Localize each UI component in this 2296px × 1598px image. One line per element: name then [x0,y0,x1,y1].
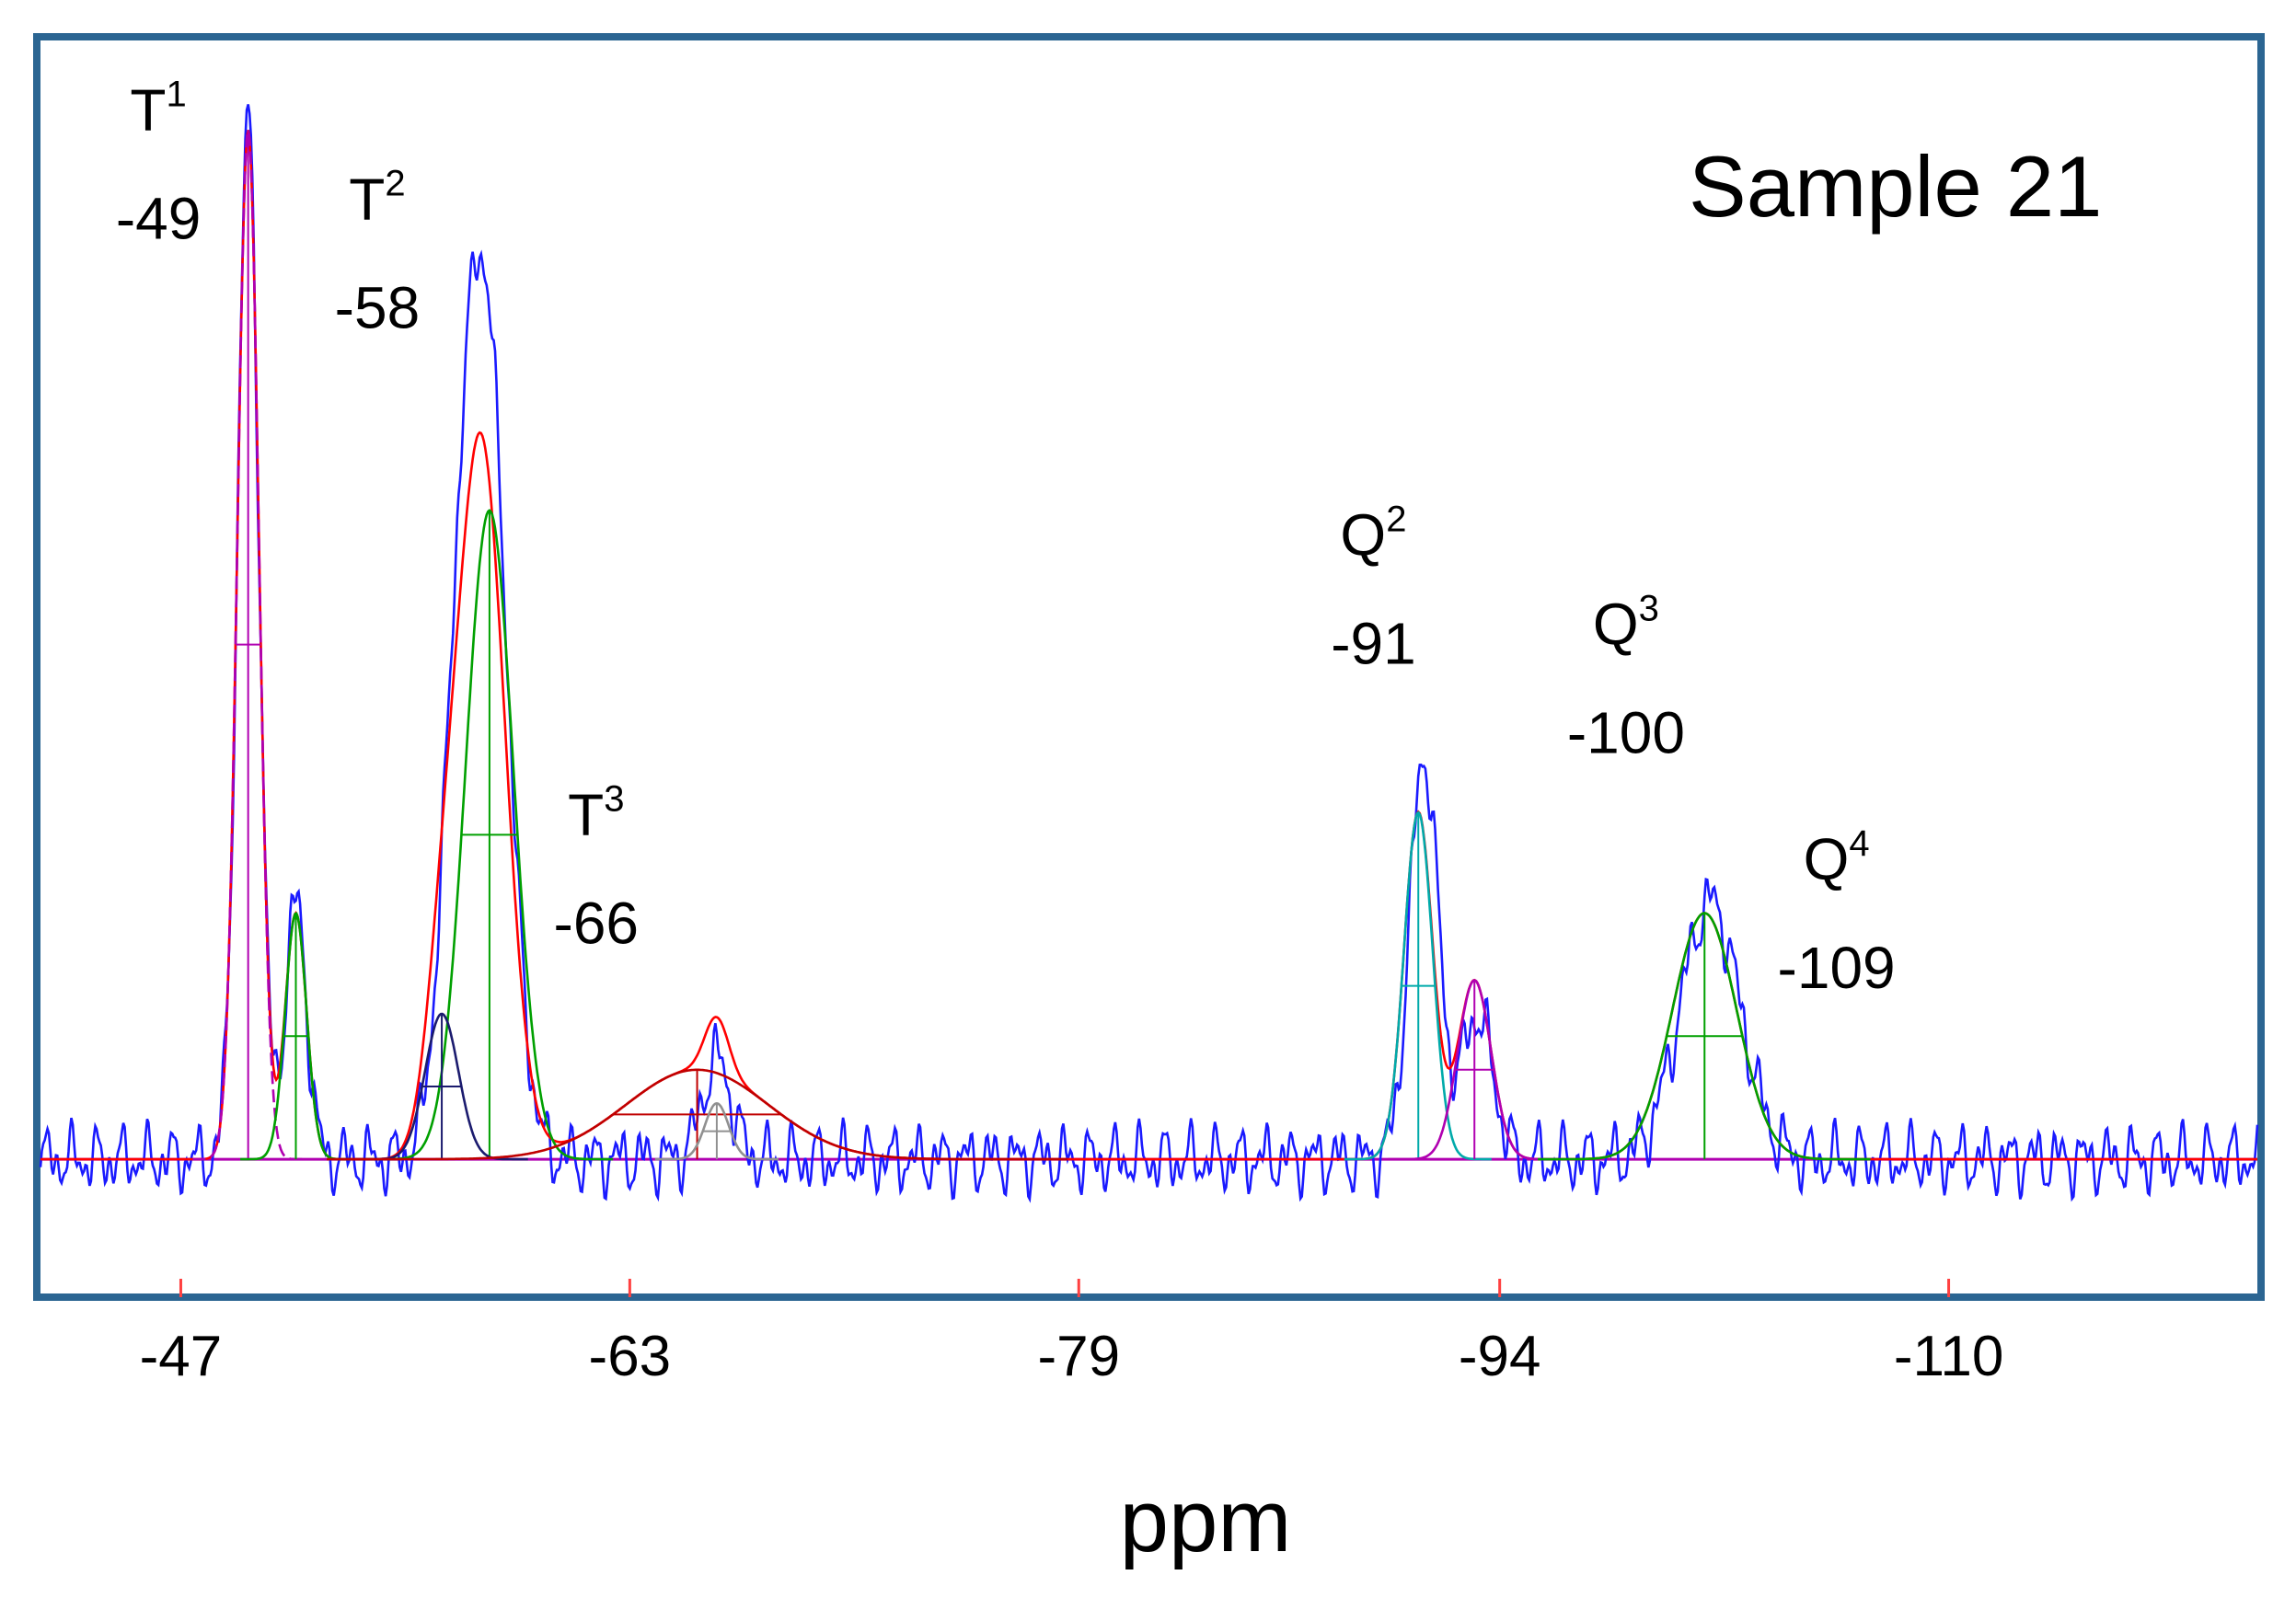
x-axis-title: ppm [1120,1472,1292,1570]
series-line [1344,810,1492,1161]
x-tick-label: -47 [140,1325,223,1388]
peak-label-name: Q2 [1340,499,1406,568]
series-line [192,128,304,1161]
peak-label-shift: -109 [1778,935,1896,1001]
peak-label-name: T1 [130,74,186,143]
series-line [327,1068,1068,1161]
series-line [39,104,2259,1203]
peak-label-shift: -100 [1567,700,1685,766]
x-tick-label: -94 [1459,1325,1541,1388]
peak-label-shift: -91 [1331,610,1416,676]
peak-label-name: Q4 [1804,823,1870,892]
x-axis-ticks: -47 -63 -79 -94 -110 [140,1279,2004,1388]
series-line [654,1101,779,1161]
peak-labels: T1 -49 T2 -58 T3 -66 Q2 -91 Q3 -100 Q4 -109 [116,74,1896,1001]
peak-label-shift: -66 [554,890,640,956]
series-line [1538,912,1871,1161]
peak-label-name: T2 [349,164,405,233]
peak-label-shift: -58 [335,275,421,341]
peak-label-name: Q3 [1593,589,1659,658]
x-tick-label: -63 [589,1325,672,1388]
peak-label-shift: -49 [116,185,202,251]
sample-label: Sample 21 [1689,138,2102,235]
series-line [365,509,614,1161]
spectrum-curves [39,104,2259,1203]
series-line [40,130,2257,1161]
peak-label-name: T3 [568,778,624,847]
plot-frame [33,33,2265,1301]
x-tick-label: -110 [1894,1325,2004,1388]
x-tick-label: -79 [1037,1325,1120,1388]
series-line [1388,979,1561,1161]
